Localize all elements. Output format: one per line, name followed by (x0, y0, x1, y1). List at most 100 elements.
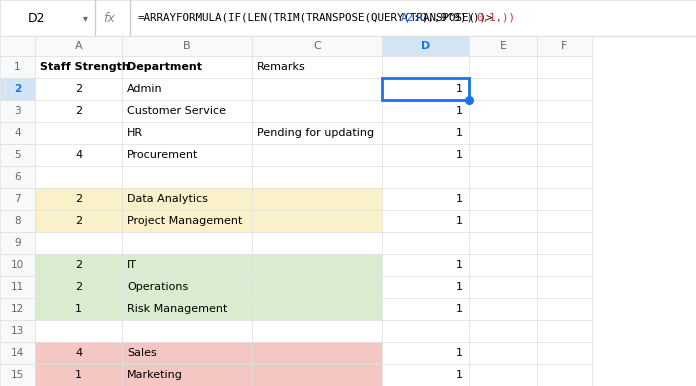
Bar (0, 320, 35, 342)
Bar (469, 78, 537, 100)
Text: Admin: Admin (127, 84, 163, 94)
Bar (537, 232, 592, 254)
Text: 2: 2 (75, 216, 82, 226)
Bar (252, 78, 382, 100)
Bar (537, 78, 592, 100)
Text: B: B (183, 41, 191, 51)
Bar (252, 122, 382, 144)
Bar (35, 276, 122, 298)
Bar (122, 364, 252, 386)
Text: 4: 4 (14, 128, 21, 138)
Text: ▾: ▾ (83, 13, 88, 23)
Text: 1: 1 (456, 348, 463, 358)
Bar (469, 298, 537, 320)
Bar (35, 188, 122, 210)
Bar (252, 144, 382, 166)
Bar (0, 276, 35, 298)
Bar (252, 56, 382, 78)
Bar (122, 298, 252, 320)
Bar (252, 188, 382, 210)
Bar (35, 298, 122, 320)
Bar (537, 188, 592, 210)
Bar (252, 100, 382, 122)
Bar (469, 144, 537, 166)
Bar (537, 100, 592, 122)
Bar (0, 166, 35, 188)
Text: A: A (74, 41, 82, 51)
Bar (382, 56, 469, 78)
Bar (122, 56, 252, 78)
Bar (0, 0, 95, 36)
Bar (382, 364, 469, 386)
Text: 1: 1 (456, 216, 463, 226)
Bar (0, 254, 35, 276)
Text: C: C (313, 41, 321, 51)
Bar (252, 232, 382, 254)
Bar (0, 122, 35, 144)
Text: Sales: Sales (127, 348, 157, 358)
Bar (122, 100, 252, 122)
Bar (469, 320, 537, 342)
Text: 15: 15 (11, 370, 24, 380)
Bar (252, 210, 382, 232)
Text: 6: 6 (14, 172, 21, 182)
Bar (0, 0, 696, 36)
Text: 13: 13 (11, 326, 24, 336)
Bar (0, 56, 35, 78)
Text: Pending for updating: Pending for updating (257, 128, 374, 138)
Bar (469, 36, 537, 56)
Text: 1: 1 (75, 304, 82, 314)
Bar (122, 276, 252, 298)
Text: 4: 4 (75, 150, 82, 160)
Bar (0, 364, 35, 386)
Text: Department: Department (127, 62, 202, 72)
Bar (382, 232, 469, 254)
Text: Marketing: Marketing (127, 370, 183, 380)
Bar (0, 232, 35, 254)
Text: Data Analytics: Data Analytics (127, 194, 208, 204)
Bar (469, 364, 537, 386)
Text: 2: 2 (75, 260, 82, 270)
Bar (0, 36, 35, 56)
Text: 2: 2 (75, 282, 82, 292)
Bar (469, 232, 537, 254)
Text: D: D (421, 41, 430, 51)
Text: 0,1,)): 0,1,)) (476, 13, 515, 23)
Text: Remarks: Remarks (257, 62, 306, 72)
Text: 1: 1 (456, 106, 463, 116)
Bar (382, 100, 469, 122)
Text: Project Management: Project Management (127, 216, 242, 226)
Bar (469, 254, 537, 276)
Text: 1: 1 (456, 194, 463, 204)
Bar (382, 188, 469, 210)
Bar (0, 144, 35, 166)
Bar (469, 56, 537, 78)
Bar (469, 122, 537, 144)
Bar (252, 36, 382, 56)
Bar (469, 210, 537, 232)
Text: fx: fx (103, 12, 115, 24)
Bar (35, 122, 122, 144)
Text: 2: 2 (14, 84, 21, 94)
Text: 1: 1 (456, 150, 463, 160)
Bar (537, 320, 592, 342)
Bar (252, 364, 382, 386)
Bar (35, 364, 122, 386)
Bar (382, 78, 469, 100)
Bar (122, 122, 252, 144)
Text: 7: 7 (14, 194, 21, 204)
Bar (382, 210, 469, 232)
Text: IT: IT (127, 260, 137, 270)
Text: 14: 14 (11, 348, 24, 358)
Bar (252, 298, 382, 320)
Bar (382, 320, 469, 342)
Bar (382, 78, 469, 100)
Text: Operations: Operations (127, 282, 188, 292)
Text: 4: 4 (75, 348, 82, 358)
Text: 10: 10 (11, 260, 24, 270)
Bar (537, 210, 592, 232)
Bar (252, 320, 382, 342)
Bar (537, 166, 592, 188)
Bar (382, 166, 469, 188)
Bar (537, 56, 592, 78)
